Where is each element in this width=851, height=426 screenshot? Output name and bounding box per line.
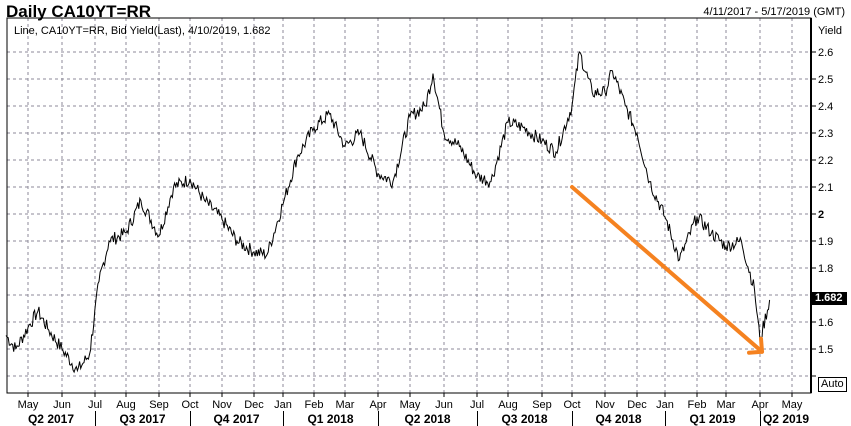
month-label: Dec xyxy=(627,399,647,411)
quarter-separator xyxy=(95,411,96,426)
chart-title: Daily CA10YT=RR xyxy=(6,2,152,21)
svg-text:2: 2 xyxy=(818,209,824,221)
quarter-separator xyxy=(665,411,666,426)
month-label: Apr xyxy=(369,399,387,411)
quarter-label: Q2 2018 xyxy=(404,412,451,426)
quarter-label: Q4 2018 xyxy=(595,412,642,426)
month-label: Mar xyxy=(335,399,355,411)
y-axis-ticks: 1.5 1.6 1.8 1.9 2 2.1 2.2 2.3 2.4 2.5 2.6 xyxy=(811,47,833,377)
gridlines xyxy=(7,18,811,397)
svg-text:1.8: 1.8 xyxy=(818,263,833,275)
month-label: Jul xyxy=(87,399,103,411)
auto-scale-button[interactable]: Auto xyxy=(818,377,847,392)
month-label: Jul xyxy=(469,399,485,411)
quarter-separator xyxy=(477,411,478,426)
series-legend: Line, CA10YT=RR, Bid Yield(Last), 4/10/2… xyxy=(14,25,271,37)
trend-arrow xyxy=(570,185,764,355)
svg-text:2.5: 2.5 xyxy=(818,74,833,86)
y-axis-title: Yield xyxy=(818,25,843,37)
month-label: Nov xyxy=(212,399,232,411)
svg-text:1.6: 1.6 xyxy=(818,317,833,329)
quarter-label: Q1 2019 xyxy=(689,412,736,426)
month-label: Jan xyxy=(274,399,292,411)
month-label: Sep xyxy=(149,399,169,411)
quarter-separator xyxy=(760,411,761,426)
month-label: Jan xyxy=(656,399,674,411)
plot-frame xyxy=(6,17,812,394)
svg-text:2.2: 2.2 xyxy=(818,155,833,167)
quarter-separator xyxy=(190,411,191,426)
month-label: Apr xyxy=(751,399,769,411)
quarter-label: Q1 2018 xyxy=(307,412,354,426)
svg-text:2.1: 2.1 xyxy=(818,182,833,194)
month-label: Jun xyxy=(53,399,71,411)
month-label: Nov xyxy=(595,399,615,411)
date-range: 4/11/2017 - 5/17/2019 (GMT) xyxy=(703,6,845,18)
quarter-separator xyxy=(283,411,284,426)
month-label: Oct xyxy=(563,399,581,411)
month-label: Feb xyxy=(687,399,707,411)
month-label: Jun xyxy=(435,399,453,411)
svg-text:2.3: 2.3 xyxy=(818,128,833,140)
month-label: Aug xyxy=(116,399,136,411)
quarter-label: Q2 2019 xyxy=(762,412,810,426)
month-label: Aug xyxy=(498,399,518,411)
svg-text:2.4: 2.4 xyxy=(818,101,833,113)
quarter-label: Q4 2017 xyxy=(213,412,260,426)
svg-text:1.9: 1.9 xyxy=(818,236,833,248)
quarter-label: Q3 2017 xyxy=(119,412,166,426)
month-label: Oct xyxy=(181,399,199,411)
month-label: May xyxy=(399,399,421,411)
month-label: May xyxy=(17,399,39,411)
quarter-separator xyxy=(378,411,379,426)
month-label: Feb xyxy=(304,399,324,411)
quarter-label: Q2 2017 xyxy=(27,412,75,426)
svg-text:2.6: 2.6 xyxy=(818,47,833,59)
svg-text:1.5: 1.5 xyxy=(818,344,833,356)
month-label: Mar xyxy=(716,399,736,411)
quarter-label: Q3 2018 xyxy=(501,412,548,426)
quarter-separator xyxy=(572,411,573,426)
month-label: Dec xyxy=(244,399,264,411)
last-value-badge: 1.682 xyxy=(811,292,847,305)
month-label: Sep xyxy=(532,399,552,411)
month-label: May xyxy=(781,399,803,411)
yield-line xyxy=(5,51,771,374)
